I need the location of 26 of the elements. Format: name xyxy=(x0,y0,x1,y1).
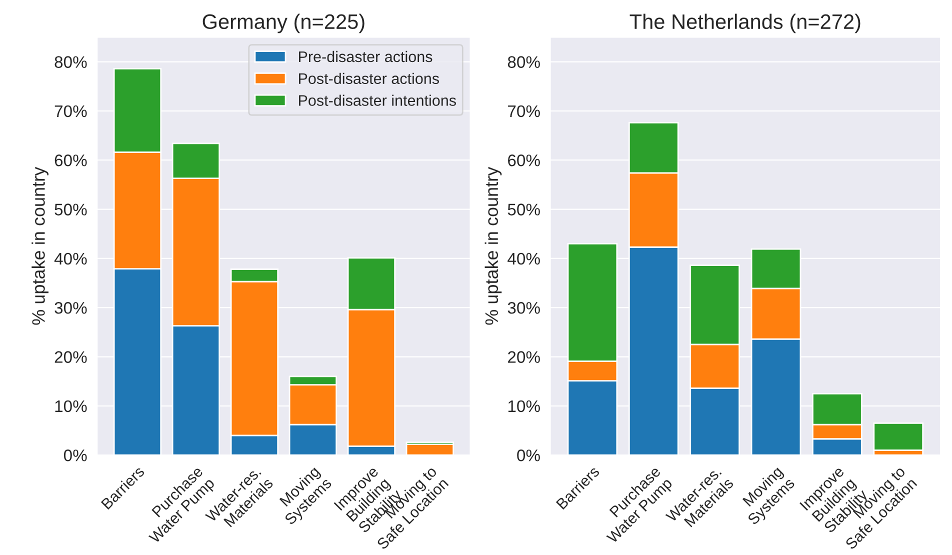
y-tick-label: 10% xyxy=(55,400,87,412)
y-tick-label: 20% xyxy=(54,351,87,363)
y-axis-title: % uptake in country xyxy=(484,166,502,325)
chart-title: Germany (n=225) xyxy=(202,14,364,34)
y-tick-label: 50% xyxy=(508,204,540,216)
legend-label: Post-disaster intentions xyxy=(299,94,456,106)
y-tick-label: 0% xyxy=(64,450,87,462)
y-tick-label: 60% xyxy=(54,154,87,166)
legend-label: Post-disaster actions xyxy=(299,72,439,84)
y-tick-label: 40% xyxy=(508,252,540,265)
legend-label: Pre-disaster actions xyxy=(299,50,432,62)
y-tick-label: 30% xyxy=(508,302,540,314)
y-axis-title: % uptake in country xyxy=(32,166,48,325)
bar xyxy=(873,422,924,451)
y-tick-label: 70% xyxy=(508,105,540,118)
y-tick-label: 40% xyxy=(54,252,87,265)
y-tick-label: 20% xyxy=(508,351,540,363)
y-tick-label: 0% xyxy=(517,450,540,462)
y-tick-label: 50% xyxy=(54,204,87,216)
chart-title: The Netherlands (n=272) xyxy=(630,14,860,34)
y-tick-label: 10% xyxy=(508,400,540,412)
y-tick-label: 80% xyxy=(508,56,540,68)
y-tick-label: 80% xyxy=(54,56,87,68)
y-tick-label: 60% xyxy=(508,154,540,166)
y-tick-label: 30% xyxy=(54,302,87,314)
y-tick-label: 70% xyxy=(54,105,87,118)
